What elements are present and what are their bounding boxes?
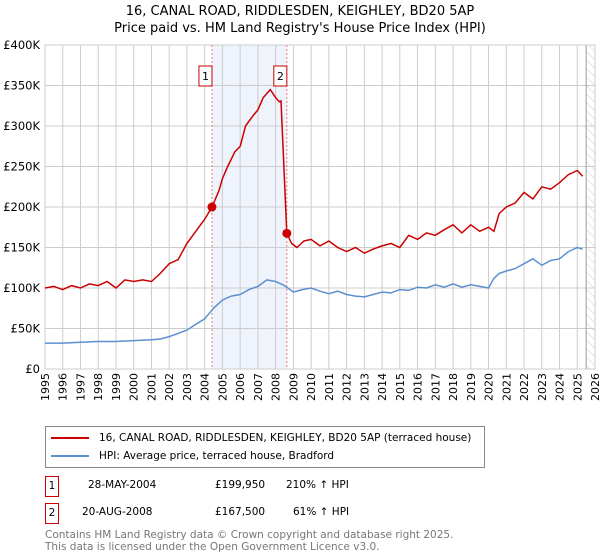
marker-label: 1 <box>202 70 209 83</box>
plot-frame <box>44 44 596 370</box>
transaction-hpi: 210% ↑ HPI <box>286 479 349 491</box>
legend-swatch-red <box>51 437 89 439</box>
marker-label-box <box>198 65 213 87</box>
y-tick-label: £100K <box>3 281 40 295</box>
y-tick-label: £200K <box>3 200 40 214</box>
y-tick-label: £300K <box>3 119 40 133</box>
transaction-number: 2 <box>45 503 59 524</box>
x-tick-label: 2001 <box>145 373 158 401</box>
transaction-row: 1 28-MAY-2004 £199,950 210% ↑ HPI <box>45 476 465 497</box>
y-tick-label: £350K <box>3 79 40 93</box>
property-series-line <box>44 88 584 291</box>
footer-line: This data is licensed under the Open Gov… <box>45 541 380 553</box>
transaction-number: 1 <box>45 476 59 497</box>
x-tick-label: 1999 <box>110 373 123 401</box>
y-tick-label: £0 <box>25 362 40 376</box>
chart-subtitle: Price paid vs. HM Land Registry's House … <box>114 21 486 36</box>
footer-line: Contains HM Land Registry data © Crown c… <box>45 529 454 541</box>
x-tick-label: 2007 <box>252 373 265 401</box>
transaction-hpi: 61% ↑ HPI <box>293 506 350 518</box>
x-tick-label: 2004 <box>199 373 212 401</box>
hpi-series-line <box>45 246 583 344</box>
x-tick-label: 2016 <box>412 373 425 401</box>
legend-item-property: 16, CANAL ROAD, RIDDLESDEN, KEIGHLEY, BD… <box>51 432 471 444</box>
x-tick-label: 2014 <box>376 373 389 401</box>
x-tick-label: 2008 <box>270 373 283 401</box>
x-tick-label: 1998 <box>92 373 105 401</box>
x-tick-label: 2017 <box>429 373 442 401</box>
x-tick-label: 1995 <box>39 373 52 401</box>
y-tick-label: £150K <box>3 241 40 255</box>
transaction-price: £199,950 <box>215 479 266 491</box>
transaction-date: 20-AUG-2008 <box>82 506 153 518</box>
x-tick-label: 2000 <box>128 373 141 401</box>
x-tick-label: 2025 <box>571 373 584 401</box>
x-tick-label: 2024 <box>554 373 567 401</box>
x-tick-label: 2019 <box>465 373 478 401</box>
legend: 16, CANAL ROAD, RIDDLESDEN, KEIGHLEY, BD… <box>45 426 485 468</box>
y-tick-label: £50K <box>11 322 41 336</box>
x-tick-label: 2003 <box>181 373 194 401</box>
legend-label: HPI: Average price, terraced house, Brad… <box>99 450 335 462</box>
x-tick-label: 2005 <box>216 373 229 401</box>
x-tick-label: 2013 <box>358 373 371 401</box>
x-tick-label: 2006 <box>234 373 247 401</box>
x-tick-label: 2026 <box>589 373 600 401</box>
x-tick-label: 1997 <box>74 373 87 401</box>
x-tick-label: 2018 <box>447 373 460 401</box>
x-tick-label: 2022 <box>518 373 531 401</box>
x-tick-label: 2020 <box>483 373 496 401</box>
chart-title: 16, CANAL ROAD, RIDDLESDEN, KEIGHLEY, BD… <box>125 4 475 19</box>
x-tick-label: 2023 <box>536 373 549 401</box>
x-tick-label: 2015 <box>394 373 407 401</box>
x-tick-label: 2010 <box>305 373 318 401</box>
x-tick-label: 2002 <box>163 373 176 401</box>
transaction-row: 2 20-AUG-2008 £167,500 61% ↑ HPI <box>45 503 465 524</box>
y-tick-label: £250K <box>3 160 40 174</box>
price-chart: 1995 1996 1997 1998 1999 2000 2001 2002 2003 2004… <box>3 38 600 401</box>
x-tick-label: 2009 <box>287 373 300 401</box>
x-tick-label: 2021 <box>500 373 513 401</box>
legend-label: 16, CANAL ROAD, RIDDLESDEN, KEIGHLEY, BD… <box>99 432 472 444</box>
marker-label: 2 <box>277 70 284 83</box>
sale-point <box>282 228 292 238</box>
footer: Contains HM Land Registry data © Crown c… <box>45 529 453 553</box>
x-tick-label: 2012 <box>341 373 354 401</box>
sale-point <box>207 202 217 212</box>
legend-item-hpi: HPI: Average price, terraced house, Brad… <box>51 450 334 462</box>
legend-swatch-blue <box>51 455 89 457</box>
x-tick-label: 1996 <box>57 373 70 401</box>
marker-label-box <box>273 65 288 87</box>
x-tick-label: 2011 <box>323 373 336 401</box>
y-tick-label: £400K <box>3 38 40 52</box>
transaction-price: £167,500 <box>215 506 266 518</box>
transaction-date: 28-MAY-2004 <box>88 479 157 491</box>
